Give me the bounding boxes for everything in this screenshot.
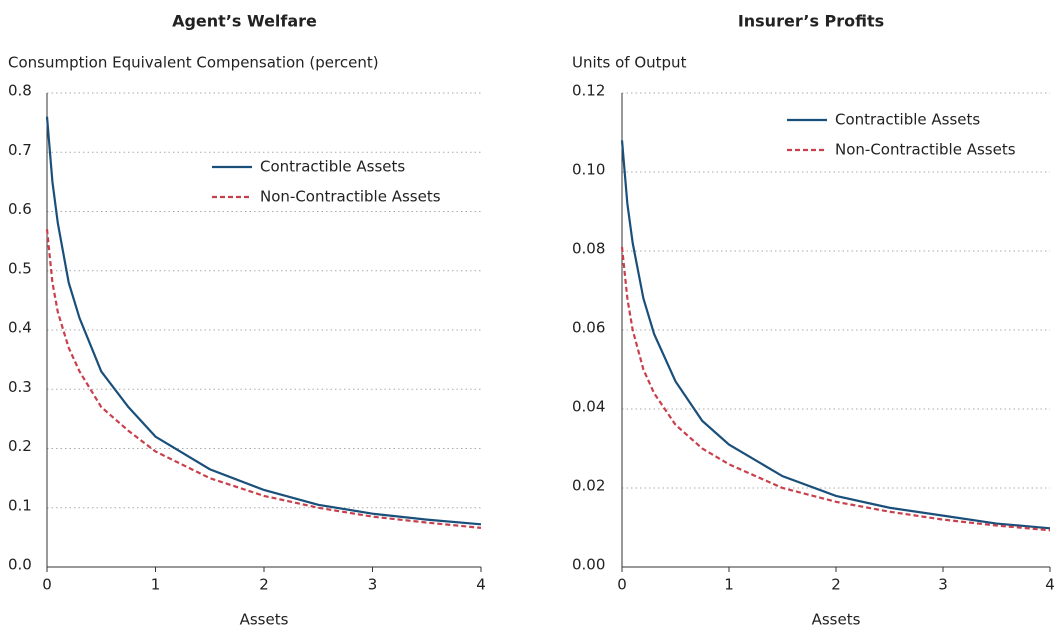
x-axis-label: Assets <box>240 611 289 628</box>
x-tick-label: 3 <box>938 576 948 594</box>
x-tick-label: 3 <box>368 576 378 594</box>
y-tick-label: 0.0 <box>8 556 32 574</box>
legend-label: Non-Contractible Assets <box>835 141 1016 159</box>
y-tick-label: 0.06 <box>572 319 605 337</box>
legend-label: Contractible Assets <box>835 111 980 129</box>
line-series <box>620 246 1051 532</box>
x-tick-label: 0 <box>617 576 627 594</box>
x-tick-label: 2 <box>259 576 269 594</box>
y-tick-label: 0.5 <box>8 259 32 277</box>
chart-title: Insurer’s Profits <box>738 12 884 31</box>
y-tick-label: 0.7 <box>8 141 32 159</box>
y-axis-label: Consumption Equivalent Compensation (per… <box>8 54 379 72</box>
x-tick-label: 1 <box>151 576 161 594</box>
y-tick-label: 0.1 <box>8 496 32 514</box>
line-series <box>45 229 482 529</box>
y-tick-label: 0.4 <box>8 319 32 337</box>
y-tick-label: 0.10 <box>572 161 605 179</box>
x-tick-label: 0 <box>42 576 52 594</box>
line-series <box>620 140 1051 530</box>
y-axis-label: Units of Output <box>572 54 687 72</box>
x-axis-label: Assets <box>812 611 861 628</box>
y-tick-label: 0.04 <box>572 398 605 416</box>
y-tick-label: 0.08 <box>572 240 605 258</box>
y-tick-label: 0.12 <box>572 82 605 100</box>
y-tick-label: 0.3 <box>8 378 32 396</box>
legend-label: Non-Contractible Assets <box>260 188 441 206</box>
y-tick-label: 0.2 <box>8 437 32 455</box>
y-tick-label: 0.02 <box>572 477 605 495</box>
chart-title: Agent’s Welfare <box>172 12 317 31</box>
y-tick-label: 0.6 <box>8 200 32 218</box>
x-tick-label: 2 <box>831 576 841 594</box>
y-tick-label: 0.00 <box>572 556 605 574</box>
legend-label: Contractible Assets <box>260 158 405 176</box>
x-tick-label: 1 <box>724 576 734 594</box>
x-tick-label: 4 <box>476 576 486 594</box>
line-series <box>45 116 482 526</box>
y-tick-label: 0.8 <box>8 82 32 100</box>
x-tick-label: 4 <box>1045 576 1055 594</box>
